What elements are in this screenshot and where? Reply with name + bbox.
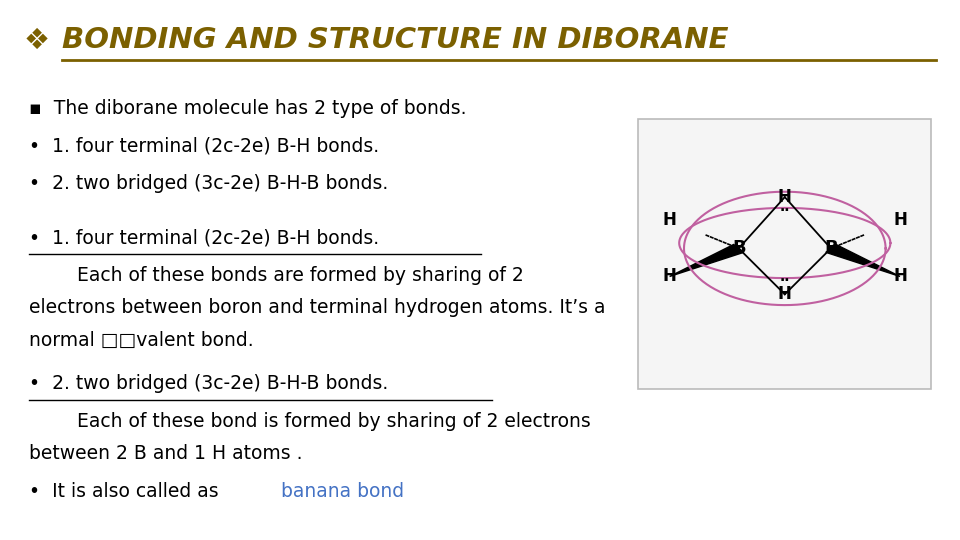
Text: H: H xyxy=(893,267,907,286)
Text: H: H xyxy=(893,211,907,230)
Text: •  It is also called as: • It is also called as xyxy=(29,482,225,501)
Text: normal □□valent bond.: normal □□valent bond. xyxy=(29,330,253,350)
Text: ❖: ❖ xyxy=(24,26,50,55)
Text: B: B xyxy=(824,239,838,258)
Text: H: H xyxy=(662,211,677,230)
Text: H: H xyxy=(778,188,792,206)
Text: •  1. four terminal (2c-2e) B-H bonds.: • 1. four terminal (2c-2e) B-H bonds. xyxy=(29,136,379,156)
Text: Each of these bond is formed by sharing of 2 electrons: Each of these bond is formed by sharing … xyxy=(29,411,590,431)
Polygon shape xyxy=(670,245,744,276)
Text: banana bond: banana bond xyxy=(281,482,404,501)
Polygon shape xyxy=(826,245,900,276)
Text: ▪  The diborane molecule has 2 type of bonds.: ▪ The diborane molecule has 2 type of bo… xyxy=(29,98,467,118)
Text: ··: ·· xyxy=(780,204,790,218)
FancyBboxPatch shape xyxy=(638,119,931,389)
Text: H: H xyxy=(662,267,677,286)
Text: Each of these bonds are formed by sharing of 2: Each of these bonds are formed by sharin… xyxy=(29,266,523,285)
Text: ··: ·· xyxy=(780,274,790,288)
Text: BONDING AND STRUCTURE IN DIBORANE: BONDING AND STRUCTURE IN DIBORANE xyxy=(62,26,729,55)
Text: B: B xyxy=(732,239,746,258)
Text: •  1. four terminal (2c-2e) B-H bonds.: • 1. four terminal (2c-2e) B-H bonds. xyxy=(29,228,379,247)
Text: electrons between boron and terminal hydrogen atoms. It’s a: electrons between boron and terminal hyd… xyxy=(29,298,606,318)
Text: H: H xyxy=(778,285,792,303)
Text: between 2 B and 1 H atoms .: between 2 B and 1 H atoms . xyxy=(29,444,302,463)
Text: •  2. two bridged (3c-2e) B-H-B bonds.: • 2. two bridged (3c-2e) B-H-B bonds. xyxy=(29,174,388,193)
Text: •  2. two bridged (3c-2e) B-H-B bonds.: • 2. two bridged (3c-2e) B-H-B bonds. xyxy=(29,374,388,393)
